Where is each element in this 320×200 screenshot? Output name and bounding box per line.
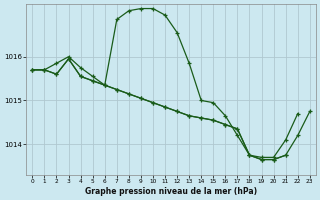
X-axis label: Graphe pression niveau de la mer (hPa): Graphe pression niveau de la mer (hPa) [85,187,257,196]
